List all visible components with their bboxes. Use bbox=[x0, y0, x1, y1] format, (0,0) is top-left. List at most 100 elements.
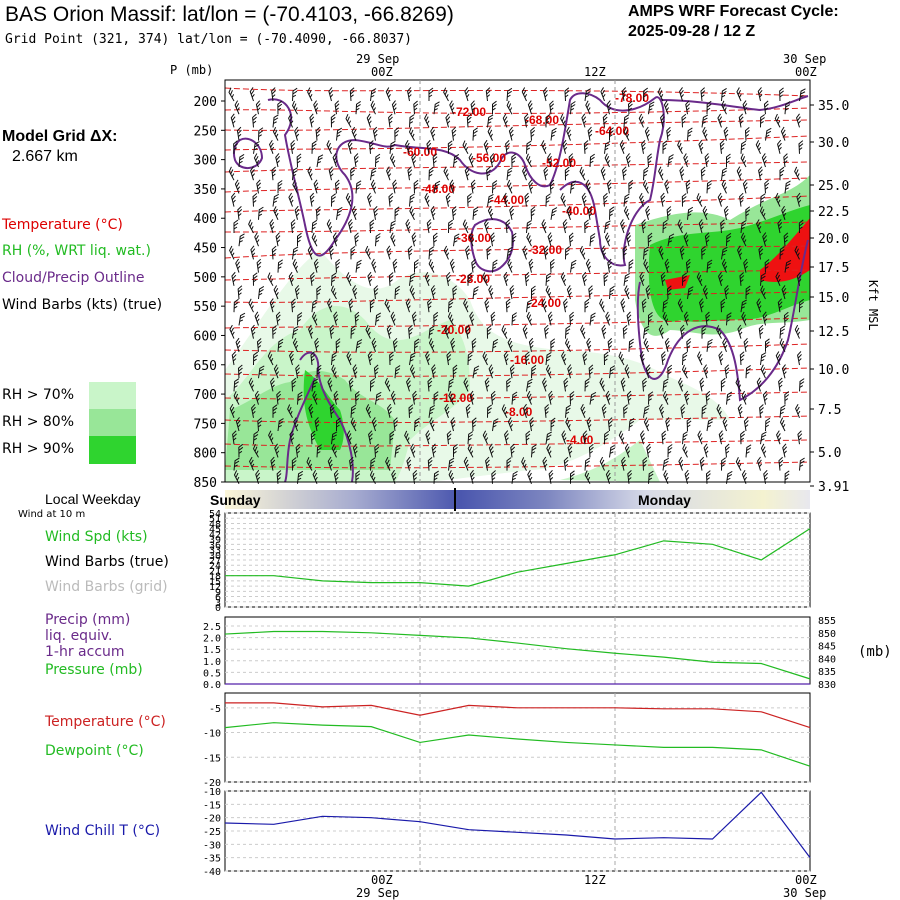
wind-barb bbox=[602, 113, 608, 128]
wind-barb bbox=[628, 179, 634, 194]
wind-barb bbox=[658, 324, 664, 339]
wind-barb bbox=[326, 219, 333, 234]
wind-barb bbox=[511, 232, 517, 247]
wind-barb bbox=[758, 166, 763, 181]
wind-barb bbox=[721, 87, 727, 102]
wind-barb bbox=[233, 457, 240, 471]
wind-barb bbox=[365, 245, 371, 260]
wind-barb bbox=[723, 126, 729, 141]
wind-barb bbox=[739, 272, 745, 286]
wind-barb bbox=[307, 245, 313, 260]
pressure-tick-label: 835 bbox=[818, 667, 836, 678]
wind-barb bbox=[428, 166, 434, 181]
wind-barb bbox=[428, 405, 436, 418]
wind-barb bbox=[696, 272, 703, 287]
wind-barb bbox=[530, 206, 536, 220]
wind-barb bbox=[588, 285, 594, 300]
wind-barb bbox=[237, 285, 243, 300]
wind-barb bbox=[737, 324, 743, 339]
wind-barb bbox=[373, 285, 379, 300]
wind-barb bbox=[776, 430, 782, 445]
wind-barb bbox=[564, 87, 570, 102]
wind-barb bbox=[563, 298, 568, 313]
wind-barb bbox=[741, 469, 748, 484]
wind-barb bbox=[238, 153, 245, 168]
wind-barb bbox=[679, 245, 685, 260]
wind-barb bbox=[624, 364, 630, 379]
wind-barb bbox=[409, 193, 415, 207]
pressure-tick-label: 750 bbox=[194, 417, 217, 432]
wind-barb bbox=[564, 338, 571, 353]
wind-barb bbox=[523, 403, 529, 418]
wind-barb bbox=[545, 193, 551, 207]
wind-barb bbox=[471, 258, 477, 273]
wind-barb bbox=[779, 417, 786, 432]
wind-barb bbox=[685, 258, 691, 273]
wind-barb bbox=[487, 404, 493, 418]
wind-barb bbox=[662, 390, 669, 405]
legend-temperature: Temperature (°C) bbox=[2, 217, 123, 233]
wind-barb bbox=[745, 365, 751, 379]
wind-barb bbox=[394, 206, 400, 220]
wind-barb bbox=[409, 352, 416, 366]
wind-barb bbox=[545, 364, 552, 379]
wind-barb bbox=[563, 456, 569, 471]
wind-barb bbox=[489, 153, 495, 168]
wind-barb bbox=[511, 470, 518, 484]
wind-barb bbox=[253, 431, 259, 445]
legend-1hr-accum: 1-hr accum bbox=[45, 644, 125, 660]
pressure-tick-label: 500 bbox=[194, 271, 217, 286]
wind-barb bbox=[331, 443, 337, 458]
pressure-unit-label: (mb) bbox=[858, 644, 892, 660]
wind-barb bbox=[643, 417, 650, 432]
wind-barb bbox=[705, 470, 711, 484]
wind-barb bbox=[348, 219, 353, 234]
wind-barb bbox=[368, 430, 373, 445]
wind-barb bbox=[778, 377, 783, 392]
wind-barb bbox=[267, 351, 274, 366]
wind-barb bbox=[526, 140, 532, 154]
wind-barb bbox=[253, 351, 259, 366]
wind-barb bbox=[231, 192, 236, 207]
wind-barb bbox=[717, 192, 723, 207]
wind-barb bbox=[252, 193, 258, 207]
wind-barb bbox=[706, 259, 713, 273]
wind-barb bbox=[661, 430, 667, 445]
wind-barb bbox=[463, 298, 469, 313]
wind-barb bbox=[365, 404, 372, 419]
wind-barb bbox=[745, 206, 751, 220]
wind-barb bbox=[784, 101, 791, 115]
wind-barb bbox=[562, 139, 568, 154]
wind-barb bbox=[662, 311, 669, 326]
wind-barb bbox=[626, 311, 632, 326]
wind-barb bbox=[560, 113, 566, 128]
rh-key-90-swatch bbox=[89, 436, 136, 464]
wind-barb bbox=[432, 232, 438, 247]
wind-barb bbox=[355, 339, 363, 352]
wind-barb bbox=[277, 338, 284, 352]
wind-barb bbox=[268, 430, 274, 445]
wind-barb bbox=[427, 377, 433, 392]
wind-barb bbox=[291, 377, 297, 392]
wind-barb bbox=[718, 351, 724, 366]
weekday-bar bbox=[225, 490, 810, 509]
wind-barb bbox=[755, 140, 762, 155]
wind-barb bbox=[570, 470, 575, 484]
wind-barb bbox=[271, 87, 276, 102]
wind-barb bbox=[739, 351, 745, 366]
wind-barb bbox=[433, 311, 439, 326]
wind-barb bbox=[465, 403, 471, 418]
wind-barb bbox=[229, 245, 235, 260]
legend-wind-chill: Wind Chill T (°C) bbox=[45, 823, 161, 839]
wind-barb bbox=[392, 179, 398, 194]
bottom-date-start: 29 Sep bbox=[356, 886, 400, 900]
wind-barb bbox=[429, 417, 435, 432]
wind-barb bbox=[542, 377, 548, 392]
wind-barb bbox=[682, 351, 688, 366]
wind-barb bbox=[448, 391, 454, 405]
wind-barb bbox=[294, 205, 300, 220]
wind-barb bbox=[718, 430, 724, 445]
wind-barb bbox=[762, 390, 768, 405]
wind-barb bbox=[267, 272, 274, 287]
wind-barb bbox=[492, 338, 499, 352]
